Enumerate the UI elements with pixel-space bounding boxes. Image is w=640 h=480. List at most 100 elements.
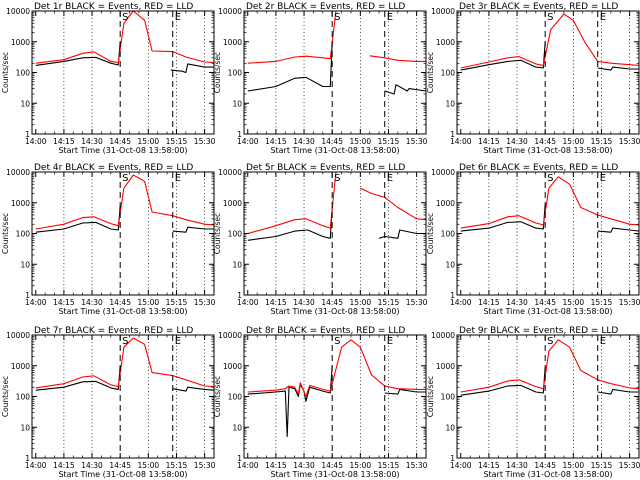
x-tick-label: 14:30 — [81, 137, 103, 146]
marker-label: S — [547, 12, 553, 23]
y-axis-label: Counts/sec — [1, 52, 10, 93]
panel-6: Det 6r BLACK = Events, RED = LLDDet 6r B… — [426, 160, 640, 316]
y-axis-label: Counts/sec — [426, 376, 435, 417]
series-line-lld — [247, 339, 426, 398]
y-tick-label: 1000 — [11, 362, 30, 371]
y-tick-label: 100 — [228, 230, 243, 239]
x-tick-label: 14:15 — [265, 461, 287, 470]
panel-2: Det 2r BLACK = Events, RED = LLDDet 2r B… — [213, 0, 428, 155]
panel-1: Det 1r BLACK = Events, RED = LLDDet 1r B… — [1, 0, 216, 155]
series-line-lld — [35, 337, 215, 389]
series-line-events — [597, 66, 639, 71]
plot-frame — [456, 10, 640, 135]
series-line-events — [35, 41, 121, 66]
y-tick-label: 10000 — [6, 7, 30, 16]
x-axis-label: Start Time (31-Oct-08 13:58:00) — [58, 470, 187, 479]
marker-label: E — [387, 12, 393, 23]
x-tick-label: 14:15 — [53, 137, 75, 146]
marker-label: E — [600, 173, 606, 184]
y-tick-label: 1000 — [223, 362, 242, 371]
x-tick-label: 14:00 — [237, 298, 259, 307]
series-line-events — [460, 204, 546, 232]
x-tick-label: 14:30 — [293, 298, 315, 307]
y-tick-label: 100 — [441, 230, 456, 239]
x-tick-label: 14:15 — [478, 298, 500, 307]
x-tick-label: 14:30 — [293, 137, 315, 146]
title-backdrop — [456, 160, 640, 172]
x-tick-label: 15:00 — [138, 298, 160, 307]
marker-label: S — [122, 173, 128, 184]
series-line-lld — [460, 339, 640, 393]
series-line-lld — [460, 176, 640, 229]
marker-label: E — [387, 336, 393, 347]
x-tick-label: 15:30 — [619, 461, 640, 470]
y-tick-label: 1000 — [223, 199, 242, 208]
x-tick-label: 15:30 — [194, 137, 216, 146]
y-tick-label: 100 — [16, 230, 31, 239]
y-tick-label: 10 — [445, 99, 455, 108]
y-tick-label: 1000 — [436, 362, 455, 371]
series-line-events — [172, 226, 214, 233]
x-tick-label: 14:00 — [25, 137, 47, 146]
marker-label: S — [334, 173, 340, 184]
y-tick-label: 1 — [237, 291, 242, 300]
x-tick-label: 15:00 — [138, 137, 160, 146]
panel-title: Det 4r BLACK = Events, RED = LLD — [34, 163, 193, 173]
y-tick-label: 100 — [16, 393, 31, 402]
series-line-events — [460, 367, 546, 396]
series-line-lld — [360, 187, 427, 221]
x-axis-label: Start Time (31-Oct-08 13:58:00) — [483, 307, 612, 316]
y-axis-label: Counts/sec — [1, 213, 10, 254]
y-tick-label: 1 — [25, 454, 30, 463]
y-tick-label: 10 — [20, 99, 30, 108]
y-tick-label: 10000 — [431, 168, 455, 177]
y-axis-label: Counts/sec — [1, 376, 10, 417]
x-axis-label: Start Time (31-Oct-08 13:58:00) — [483, 470, 612, 479]
series-line-events — [172, 386, 215, 392]
x-tick-label: 15:15 — [378, 461, 400, 470]
y-axis-label: Counts/sec — [426, 213, 435, 254]
x-tick-label: 14:30 — [506, 461, 528, 470]
y-tick-label: 10 — [232, 423, 242, 432]
x-axis-label: Start Time (31-Oct-08 13:58:00) — [270, 146, 399, 155]
marker-label: S — [122, 336, 128, 347]
x-tick-label: 15:30 — [619, 137, 640, 146]
x-tick-label: 14:45 — [109, 461, 131, 470]
x-tick-label: 14:15 — [265, 137, 287, 146]
title-backdrop — [243, 160, 427, 172]
x-axis-label: Start Time (31-Oct-08 13:58:00) — [270, 307, 399, 316]
x-tick-label: 15:30 — [194, 461, 216, 470]
y-tick-label: 1 — [450, 454, 455, 463]
x-tick-label: 15:30 — [406, 137, 428, 146]
x-tick-label: 14:30 — [81, 461, 103, 470]
x-tick-label: 14:45 — [534, 137, 556, 146]
marker-label: E — [175, 12, 181, 23]
x-tick-label: 14:00 — [237, 137, 259, 146]
y-tick-label: 10000 — [6, 168, 30, 177]
y-tick-label: 1 — [237, 454, 242, 463]
x-axis-label: Start Time (31-Oct-08 13:58:00) — [58, 146, 187, 155]
y-tick-label: 10 — [445, 423, 455, 432]
y-tick-label: 10000 — [431, 7, 455, 16]
series-line-events — [460, 41, 546, 71]
y-tick-label: 1 — [450, 291, 455, 300]
plot-frame — [243, 334, 427, 459]
x-tick-label: 15:30 — [406, 461, 428, 470]
panel-5: Det 5r BLACK = Events, RED = LLDDet 5r B… — [213, 160, 428, 316]
title-backdrop — [456, 323, 640, 335]
title-backdrop — [31, 323, 215, 335]
y-tick-label: 10000 — [6, 331, 30, 340]
panel-title: Det 3r BLACK = Events, RED = LLD — [459, 2, 618, 12]
x-tick-label: 15:00 — [350, 461, 372, 470]
panel-title: Det 7r BLACK = Events, RED = LLD — [34, 326, 193, 336]
series-line-events — [384, 84, 427, 95]
x-tick-label: 14:45 — [109, 298, 131, 307]
x-tick-label: 15:15 — [591, 298, 613, 307]
series-line-events — [597, 227, 640, 233]
y-tick-label: 10 — [232, 260, 242, 269]
series-line-events — [378, 229, 426, 239]
x-tick-label: 15:00 — [350, 298, 372, 307]
title-backdrop — [456, 0, 640, 11]
marker-label: E — [600, 12, 606, 23]
series-line-events — [170, 63, 214, 74]
